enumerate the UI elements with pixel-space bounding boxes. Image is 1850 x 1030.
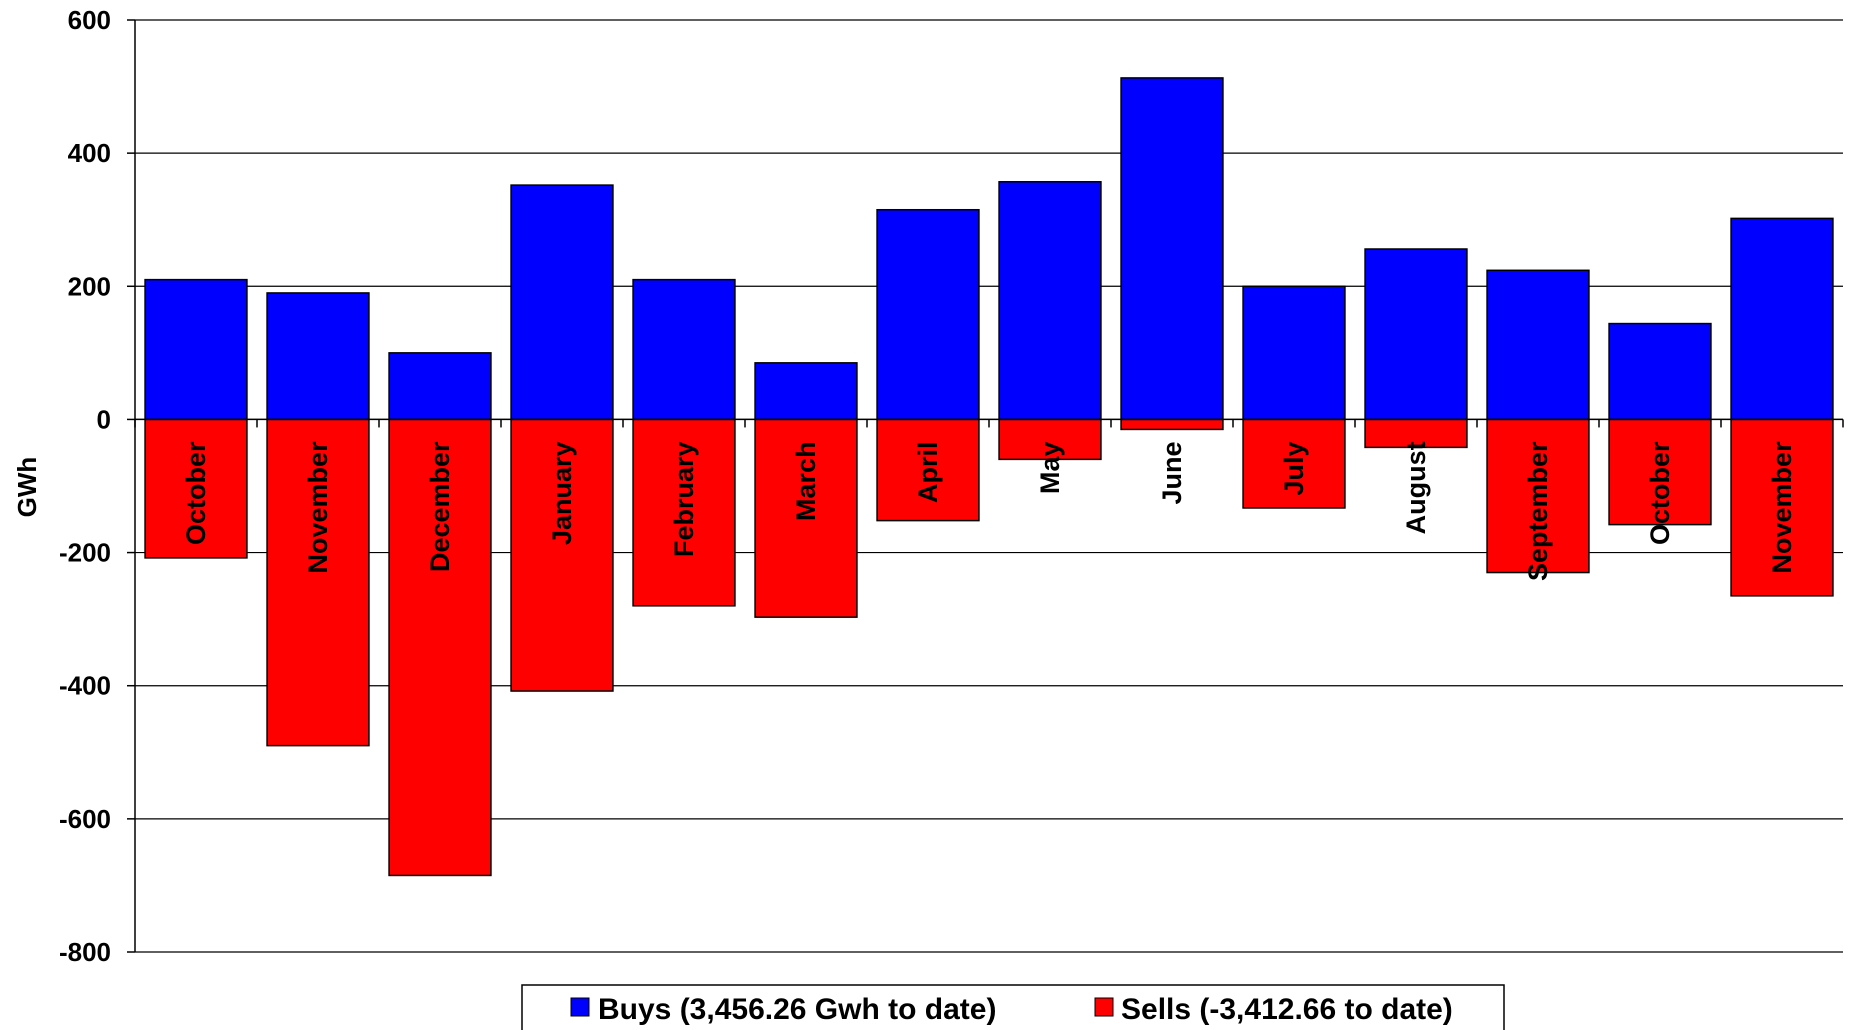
- bar-buys-9: [1120, 77, 1224, 421]
- y-tick-label: 400: [68, 138, 111, 168]
- legend: Buys (3,456.26 Gwh to date) Sells (-3,41…: [521, 984, 1505, 1030]
- bar-buys-3: [388, 352, 492, 421]
- y-tick-label: -200: [59, 538, 111, 568]
- category-label: November: [303, 441, 333, 574]
- bar-sells-2: [266, 418, 370, 747]
- category-label: July: [1279, 441, 1309, 495]
- y-axis-title: GWh: [12, 457, 42, 518]
- bar-sells-9: [1120, 418, 1224, 431]
- category-label: May: [1035, 441, 1065, 494]
- legend-swatch-sells: [1094, 997, 1114, 1017]
- category-label: March: [791, 441, 821, 521]
- category-label: September: [1523, 441, 1553, 581]
- bar-buys-2: [266, 292, 370, 421]
- legend-box: [521, 984, 1505, 1030]
- bar-sells-12: [1486, 418, 1590, 574]
- bar-sells-13: [1608, 418, 1712, 526]
- bar-buys-5: [632, 278, 736, 421]
- bar-buys-6: [754, 362, 858, 421]
- legend-label-sells: Sells (-3,412.66 to date): [1121, 993, 1453, 1026]
- bar-sells-1: [144, 418, 248, 559]
- bar-buys-12: [1486, 269, 1590, 421]
- legend-swatch-buys: [570, 997, 590, 1017]
- bar-sells-14: [1730, 418, 1834, 597]
- y-tick-label: 200: [68, 271, 111, 301]
- y-tick-label: -800: [59, 937, 111, 967]
- bar-buys-13: [1608, 322, 1712, 421]
- bar-sells-11: [1364, 418, 1468, 449]
- bar-buys-10: [1242, 285, 1346, 421]
- bar-sells-10: [1242, 418, 1346, 509]
- bars: [144, 77, 1834, 877]
- bar-buys-7: [876, 208, 980, 421]
- category-label: February: [669, 441, 699, 557]
- category-label: April: [913, 441, 943, 503]
- category-label: November: [1767, 441, 1797, 574]
- bar-buys-11: [1364, 248, 1468, 421]
- category-labels: October November December January February Ma…: [181, 441, 1797, 581]
- category-label: October: [181, 441, 211, 545]
- category-label: December: [425, 441, 455, 572]
- y-tick-label: 0: [97, 404, 111, 434]
- bar-sells-3: [388, 418, 492, 877]
- bar-sells-5: [632, 418, 736, 607]
- bar-buys-1: [144, 278, 248, 421]
- axes: 600 400 200 0 -200 -400 -600 -800: [59, 5, 1844, 967]
- y-tick-label: 600: [68, 5, 111, 35]
- category-label: June: [1157, 441, 1187, 504]
- bar-buys-4: [510, 184, 614, 421]
- bar-buys-14: [1730, 217, 1834, 421]
- category-label: August: [1401, 441, 1431, 534]
- bar-buys-8: [998, 181, 1102, 421]
- category-label: October: [1645, 441, 1675, 545]
- y-tick-label: -600: [59, 804, 111, 834]
- legend-label-buys: Buys (3,456.26 Gwh to date): [598, 993, 996, 1026]
- bar-sells-4: [510, 418, 614, 692]
- category-label: January: [547, 441, 577, 545]
- bar-sells-8: [998, 418, 1102, 461]
- y-tick-label: -400: [59, 671, 111, 701]
